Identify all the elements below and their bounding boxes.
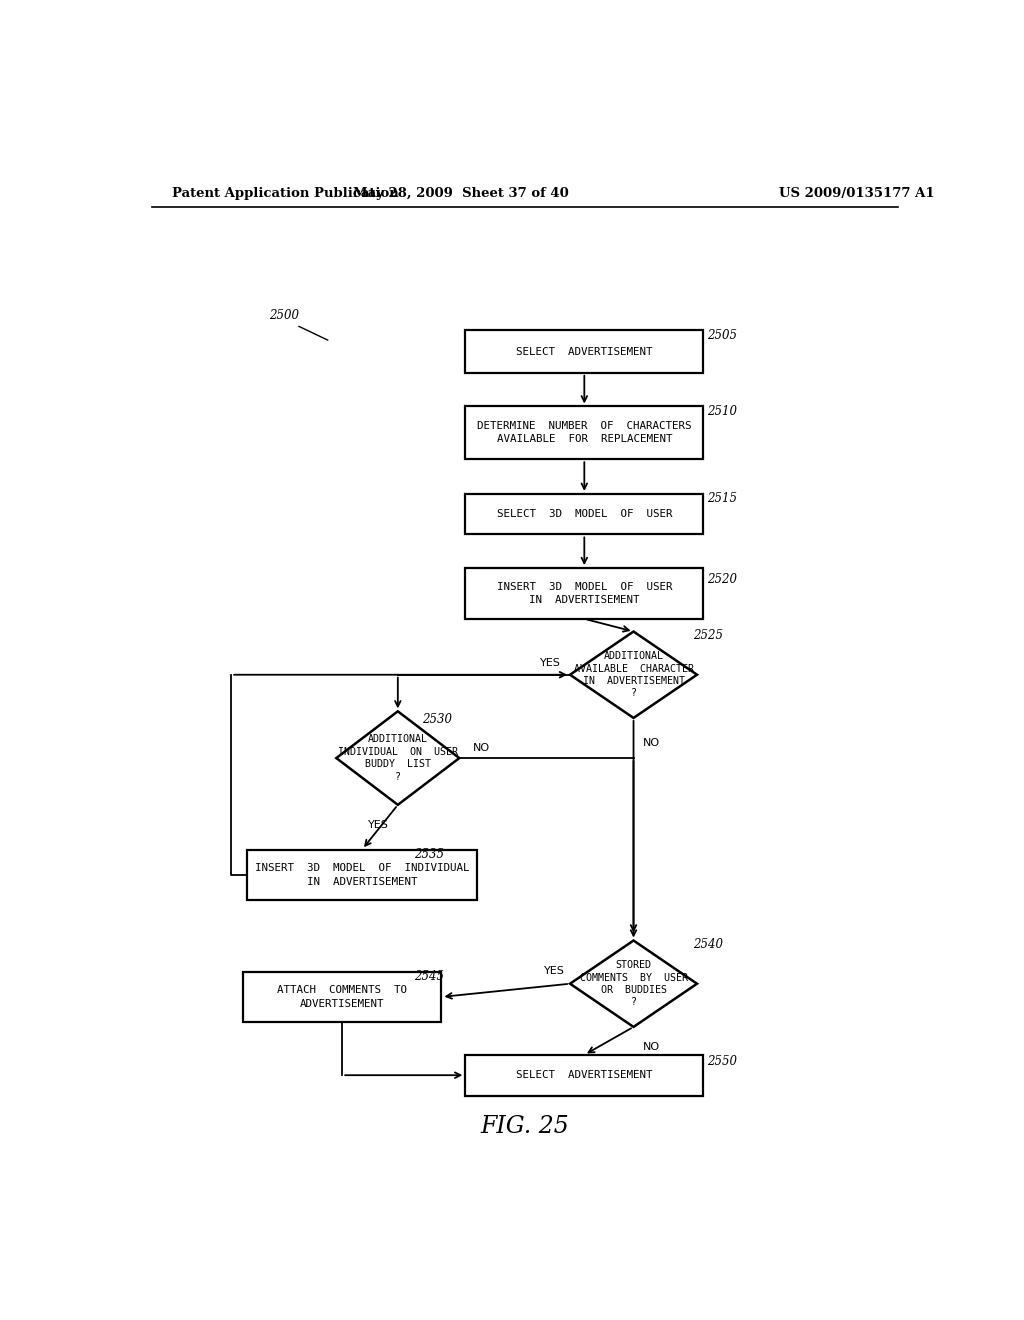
Text: 2505: 2505 (708, 329, 737, 342)
Text: NO: NO (473, 743, 490, 752)
Text: 2550: 2550 (708, 1055, 737, 1068)
Text: DETERMINE  NUMBER  OF  CHARACTERS
AVAILABLE  FOR  REPLACEMENT: DETERMINE NUMBER OF CHARACTERS AVAILABLE… (477, 421, 691, 445)
Text: 2545: 2545 (414, 970, 443, 982)
Text: ADDITIONAL
AVAILABLE  CHARACTER
IN  ADVERTISEMENT
?: ADDITIONAL AVAILABLE CHARACTER IN ADVERT… (573, 651, 693, 698)
Text: INSERT  3D  MODEL  OF  USER
IN  ADVERTISEMENT: INSERT 3D MODEL OF USER IN ADVERTISEMENT (497, 582, 672, 605)
Text: ATTACH  COMMENTS  TO
ADVERTISEMENT: ATTACH COMMENTS TO ADVERTISEMENT (278, 985, 408, 1008)
Text: 2530: 2530 (422, 713, 452, 726)
Text: YES: YES (544, 965, 564, 975)
Text: 2540: 2540 (693, 939, 723, 952)
Text: YES: YES (368, 820, 388, 830)
Polygon shape (570, 941, 697, 1027)
Polygon shape (336, 711, 460, 805)
Text: NO: NO (642, 738, 659, 748)
FancyBboxPatch shape (465, 407, 703, 459)
Text: 2535: 2535 (414, 847, 443, 861)
Text: 2525: 2525 (693, 630, 723, 642)
Text: INSERT  3D  MODEL  OF  INDIVIDUAL
IN  ADVERTISEMENT: INSERT 3D MODEL OF INDIVIDUAL IN ADVERTI… (255, 863, 469, 887)
Text: May 28, 2009  Sheet 37 of 40: May 28, 2009 Sheet 37 of 40 (353, 187, 569, 201)
Text: SELECT  ADVERTISEMENT: SELECT ADVERTISEMENT (516, 1071, 652, 1080)
Text: STORED
COMMENTS  BY  USER
OR  BUDDIES
?: STORED COMMENTS BY USER OR BUDDIES ? (580, 960, 687, 1007)
FancyBboxPatch shape (465, 1055, 703, 1096)
Text: US 2009/0135177 A1: US 2009/0135177 A1 (778, 187, 934, 201)
Polygon shape (570, 631, 697, 718)
Text: 2515: 2515 (708, 492, 737, 506)
Text: 2510: 2510 (708, 404, 737, 417)
Text: Patent Application Publication: Patent Application Publication (172, 187, 398, 201)
FancyBboxPatch shape (465, 330, 703, 372)
Text: SELECT  ADVERTISEMENT: SELECT ADVERTISEMENT (516, 347, 652, 356)
FancyBboxPatch shape (465, 568, 703, 619)
Text: ADDITIONAL
INDIVIDUAL  ON  USER
BUDDY  LIST
?: ADDITIONAL INDIVIDUAL ON USER BUDDY LIST… (338, 734, 458, 781)
Text: 2520: 2520 (708, 573, 737, 586)
FancyBboxPatch shape (465, 494, 703, 535)
Text: FIG. 25: FIG. 25 (480, 1114, 569, 1138)
Text: NO: NO (642, 1043, 659, 1052)
FancyBboxPatch shape (243, 972, 441, 1022)
Text: SELECT  3D  MODEL  OF  USER: SELECT 3D MODEL OF USER (497, 510, 672, 519)
Text: YES: YES (540, 657, 560, 668)
FancyBboxPatch shape (247, 850, 477, 900)
Text: 2500: 2500 (269, 309, 299, 322)
